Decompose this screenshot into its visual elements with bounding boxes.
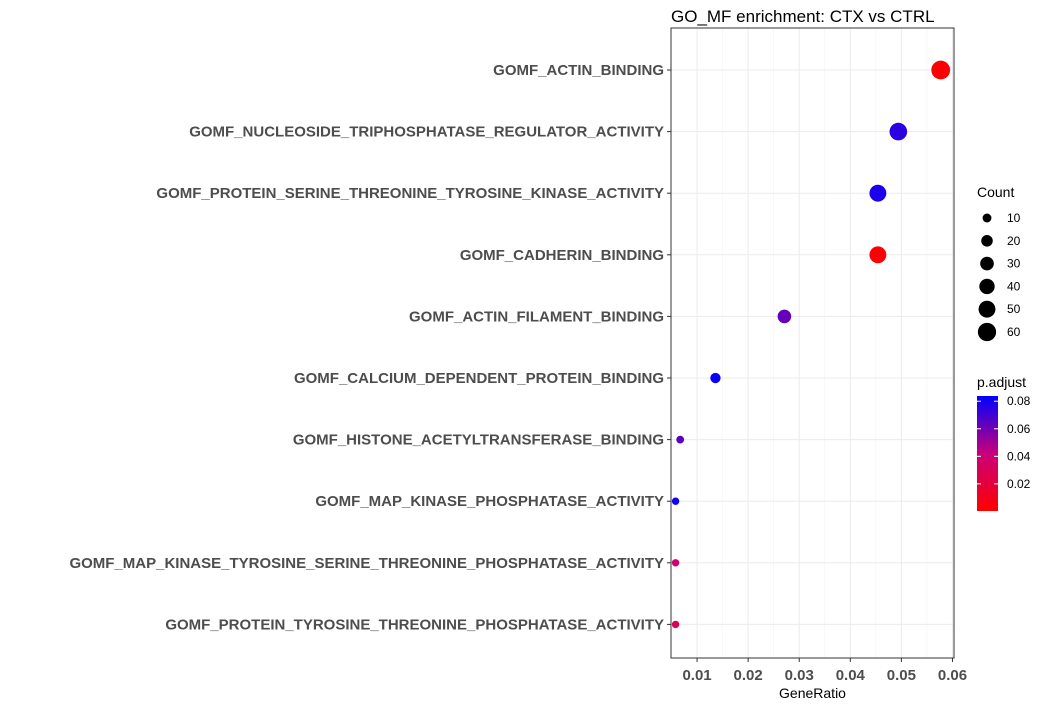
point	[671, 559, 680, 567]
y-tick-label: GOMF_NUCLEOSIDE_TRIPHOSPHATASE_REGULATOR…	[189, 124, 664, 141]
size-legend-key	[982, 213, 992, 223]
color-legend: p.adjust 0.02 0.04 0.06 0.08	[977, 374, 1031, 511]
x-axis-title: GeneRatio	[779, 685, 846, 701]
x-tick-label: 0.04	[836, 667, 866, 684]
size-legend-key	[978, 300, 996, 318]
y-tick-label: GOMF_ACTIN_FILAMENT_BINDING	[409, 308, 664, 325]
x-axis: 0.01 0.02 0.03 0.04 0.05 0.06	[682, 658, 967, 684]
size-legend-key	[981, 235, 993, 247]
y-axis: GOMF_ACTIN_BINDING GOMF_NUCLEOSIDE_TRIPHO…	[69, 62, 671, 633]
point	[869, 184, 887, 202]
color-legend-bar	[977, 396, 998, 511]
size-legend-key	[979, 278, 995, 295]
point	[777, 309, 792, 324]
size-legend-label: 20	[1007, 234, 1021, 248]
size-legend-key	[977, 322, 997, 342]
size-legend-key	[980, 256, 994, 271]
size-legend-label: 50	[1007, 302, 1021, 316]
point	[676, 435, 685, 444]
y-tick-label: GOMF_CALCIUM_DEPENDENT_PROTEIN_BINDING	[294, 370, 664, 387]
x-tick-label: 0.05	[887, 667, 916, 684]
color-legend-label: 0.02	[1007, 477, 1031, 491]
x-tick-label: 0.03	[785, 667, 814, 684]
panel-border	[670, 27, 955, 659]
point	[671, 620, 680, 629]
chart-title: GO_MF enrichment: CTX vs CTRL	[671, 7, 935, 26]
gridlines	[671, 28, 954, 658]
point	[710, 372, 721, 384]
point	[869, 246, 887, 264]
color-legend-label: 0.06	[1007, 422, 1031, 436]
size-legend-label: 40	[1007, 279, 1021, 293]
y-tick-label: GOMF_PROTEIN_SERINE_THREONINE_TYROSINE_K…	[156, 185, 664, 202]
x-tick-label: 0.06	[938, 667, 967, 684]
point	[931, 60, 951, 80]
points-layer	[671, 60, 951, 629]
size-legend-label: 30	[1007, 257, 1021, 271]
size-legend-label: 60	[1007, 325, 1021, 339]
color-legend-label: 0.04	[1007, 449, 1031, 463]
size-legend: Count 10 20 30 40 50 60	[977, 184, 1021, 342]
x-tick-label: 0.02	[734, 667, 763, 684]
point	[889, 122, 908, 141]
y-tick-label: GOMF_MAP_KINASE_PHOSPHATASE_ACTIVITY	[315, 493, 664, 510]
color-legend-label: 0.08	[1007, 394, 1031, 408]
y-tick-label: GOMF_MAP_KINASE_TYROSINE_SERINE_THREONIN…	[69, 555, 664, 572]
size-legend-label: 10	[1007, 211, 1021, 225]
size-legend-title: Count	[977, 184, 1014, 200]
color-legend-title: p.adjust	[977, 374, 1026, 390]
x-tick-label: 0.01	[682, 667, 711, 684]
point	[671, 497, 680, 505]
y-tick-label: GOMF_HISTONE_ACETYLTRANSFERASE_BINDING	[293, 432, 664, 449]
y-tick-label: GOMF_PROTEIN_TYROSINE_THREONINE_PHOSPHAT…	[165, 616, 664, 633]
y-tick-label: GOMF_CADHERIN_BINDING	[460, 247, 664, 264]
y-tick-label: GOMF_ACTIN_BINDING	[493, 62, 664, 79]
